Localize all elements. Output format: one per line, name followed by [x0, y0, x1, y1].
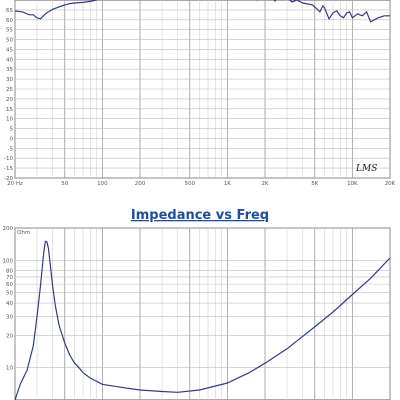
spl-y-tick-label: 65 — [6, 8, 13, 14]
spl-x-tick-label: 10K — [347, 181, 358, 187]
spl-x-tick-label: 200 — [135, 181, 146, 187]
spl-x-tick-label: 1K — [224, 181, 231, 187]
impedance-y-tick-label: 200 — [3, 226, 14, 232]
spl-y-tick-label: -15 — [4, 166, 13, 172]
impedance-y-tick-label: 30 — [6, 314, 13, 320]
spl-y-tick-label: 10 — [6, 117, 13, 123]
spl-response-line — [14, 0, 390, 23]
spl-x-tick-label: 20 Hz — [7, 181, 23, 187]
spl-y-tick-label: 30 — [6, 77, 13, 83]
impedance-y-tick-label: 10 — [6, 366, 13, 372]
spl-y-tick-label: 60 — [6, 18, 13, 24]
y-unit-label: Ohm — [17, 230, 30, 236]
impedance-plot-area — [14, 227, 391, 400]
spl-y-tick-label: 0 — [10, 136, 14, 142]
impedance-y-tick-label: 50 — [6, 291, 13, 297]
spl-x-tick-label: 5K — [311, 181, 318, 187]
impedance-y-tick-label: 80 — [6, 269, 13, 275]
spl-y-tick-label: -10 — [4, 156, 13, 162]
spl-x-axis: 20 Hz 50 100 200 500 1K 2K 5K 10K 20K — [7, 181, 396, 187]
spl-y-tick-label: 25 — [6, 87, 13, 93]
impedance-y-tick-label: 20 — [6, 333, 13, 339]
spl-x-tick-label: 100 — [97, 181, 108, 187]
spl-y-tick-label: 45 — [6, 47, 13, 53]
spl-y-tick-label: 5 — [10, 127, 14, 133]
spl-x-tick-label: 2K — [261, 181, 268, 187]
spl-y-tick-label: 50 — [6, 38, 13, 44]
spl-y-tick-label: 40 — [6, 57, 13, 63]
chart-title: Impedance vs Freq — [131, 208, 269, 223]
impedance-y-tick-label: 70 — [6, 275, 13, 281]
impedance-y-tick-label: 60 — [6, 282, 13, 288]
impedance-line — [14, 240, 391, 400]
spl-x-tick-label: 500 — [184, 181, 195, 187]
spl-y-tick-label: -5 — [8, 146, 14, 152]
spl-y-tick-label: 55 — [6, 28, 13, 34]
spl-y-tick-label: 15 — [6, 107, 13, 113]
spl-y-tick-label: -20 — [4, 176, 13, 182]
impedance-grid — [14, 227, 391, 400]
impedance-y-tick-label: 100 — [3, 258, 14, 264]
spl-x-tick-label: 50 — [61, 181, 68, 187]
spl-y-tick-label: 35 — [6, 67, 13, 73]
signature: LMS — [355, 164, 377, 174]
spl-grid — [14, 0, 391, 179]
impedance-y-tick-label: 40 — [6, 301, 13, 307]
spl-y-tick-label: 20 — [6, 97, 13, 103]
spl-x-tick-label: 20K — [385, 181, 396, 187]
